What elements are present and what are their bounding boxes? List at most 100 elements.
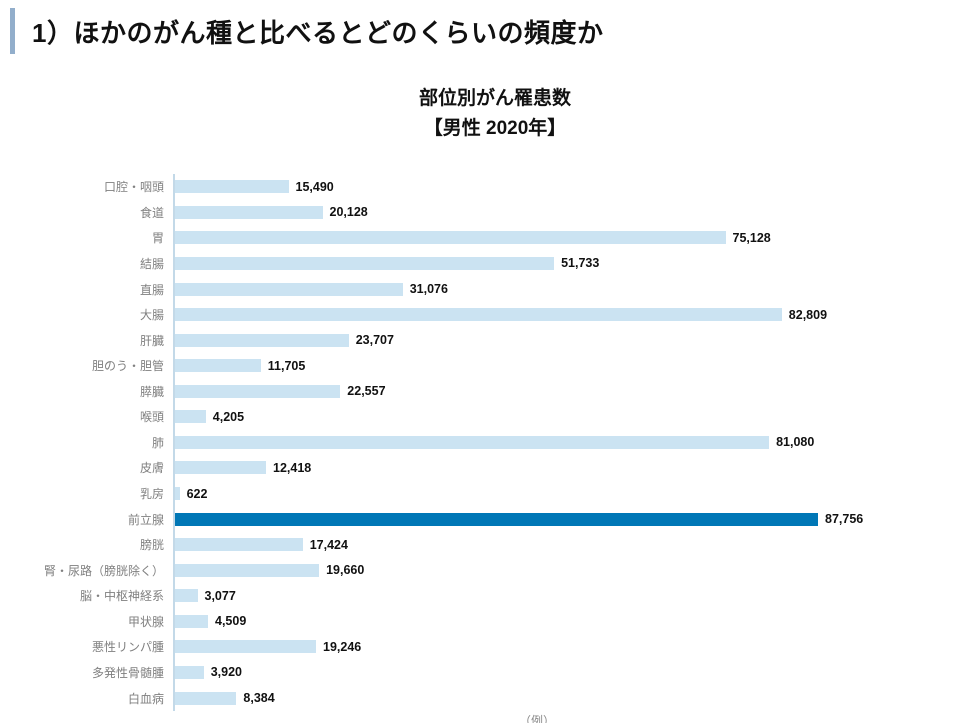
- value-label: 22,557: [347, 384, 386, 399]
- category-label: 膀胱: [139, 538, 164, 553]
- bar-track: 23,707: [173, 327, 955, 353]
- category-label: 皮膚: [139, 461, 164, 476]
- unit-label: （例）: [519, 714, 556, 723]
- category-label: 多発性骨髄腫: [91, 665, 164, 680]
- bar-track: 8,384: [173, 685, 955, 711]
- bar-track: 51,733: [173, 250, 955, 277]
- bar-row: 悪性リンパ腫 19,246: [0, 634, 955, 660]
- bar-row: 大腸 82,809: [0, 301, 955, 328]
- bar-row: 多発性骨髄腫 3,920: [0, 659, 955, 686]
- bar: [175, 640, 316, 654]
- value-label: 4,205: [212, 409, 245, 424]
- page-header: 1）ほかのがん種と比べるとどのくらいの頻度か: [10, 6, 603, 54]
- chart-title: 部位別がん罹患数 【男性 2020年】: [180, 84, 810, 144]
- bar-row: 結腸 51,733: [0, 250, 955, 277]
- category-label: 腎・尿路（膀胱除く）: [43, 563, 164, 578]
- category-label: 肺: [151, 435, 164, 450]
- bar-track: 82,809: [173, 301, 955, 328]
- category-label: 乳房: [139, 487, 164, 502]
- chart-title-line2: 【男性 2020年】: [423, 118, 567, 139]
- bar-row: 直腸 31,076: [0, 276, 955, 302]
- bar: [175, 256, 555, 270]
- bar-row: 胃 75,128: [0, 225, 955, 251]
- bar-track: 19,660: [173, 557, 955, 583]
- value-label: 4,509: [215, 614, 247, 629]
- bar-plot: 口腔・咽頭 15,490 食道 20,128 胃 75,128 結腸 51,733 直腸 31,0…: [0, 174, 955, 711]
- bar-track: 22,557: [173, 378, 955, 405]
- bar-track: 87,756: [173, 506, 955, 532]
- value-label: 12,418: [273, 460, 312, 475]
- category-label: 膵臓: [139, 384, 164, 399]
- category-label: 喉頭: [139, 410, 164, 425]
- bar-track: 31,076: [173, 276, 955, 302]
- bar-row: 膵臓 22,557: [0, 378, 955, 405]
- bar-track: 4,509: [173, 608, 955, 635]
- value-label: 51,733: [561, 256, 600, 271]
- category-label: 肝臓: [139, 333, 164, 348]
- bar-track: 3,920: [173, 659, 955, 686]
- value-label: 20,128: [329, 205, 368, 220]
- category-label: 直腸: [139, 282, 164, 297]
- category-label: 前立腺: [127, 512, 164, 527]
- bar-track: 15,490: [173, 174, 955, 200]
- category-label: 胆のう・胆管: [91, 359, 164, 374]
- bar-row: 皮膚 12,418: [0, 455, 955, 481]
- bar: [175, 333, 349, 347]
- bar-row: 腎・尿路（膀胱除く） 19,660: [0, 557, 955, 583]
- value-label: 82,809: [788, 307, 828, 322]
- title-accent-bar: [10, 8, 15, 54]
- bar: [175, 589, 198, 603]
- bar: [175, 205, 323, 219]
- chart-title-line1: 部位別がん罹患数: [418, 88, 571, 109]
- bar-row: 食道 20,128: [0, 199, 955, 226]
- highlighted-bar: [175, 512, 818, 526]
- value-label: 11,705: [267, 358, 306, 373]
- category-label: 胃: [151, 231, 164, 246]
- value-label: 19,660: [326, 563, 365, 578]
- value-label: 8,384: [243, 691, 275, 706]
- bar-row: 前立腺 87,756: [0, 506, 955, 532]
- bar: [175, 538, 303, 552]
- value-label: 31,076: [409, 282, 448, 297]
- bar: [175, 359, 261, 373]
- bar: [175, 308, 782, 322]
- bar-track: 17,424: [173, 531, 955, 558]
- value-label: 17,424: [309, 537, 348, 552]
- bar-track: 3,077: [173, 583, 955, 609]
- bar-row: 肝臓 23,707: [0, 327, 955, 353]
- bar-row: 膀胱 17,424: [0, 531, 955, 558]
- bar-row: 肺 81,080: [0, 429, 955, 456]
- bar: [175, 435, 770, 449]
- bar-track: 11,705: [173, 352, 955, 379]
- bar: [175, 691, 237, 705]
- value-label: 23,707: [355, 333, 394, 348]
- value-label: 19,246: [323, 639, 362, 654]
- bar: [175, 180, 289, 194]
- bar: [175, 384, 341, 398]
- category-label: 食道: [139, 205, 164, 220]
- bar: [175, 665, 204, 679]
- category-label: 白血病: [127, 691, 164, 706]
- bar: [175, 487, 180, 501]
- bar-track: 81,080: [173, 429, 955, 456]
- category-label: 甲状腺: [127, 614, 164, 629]
- value-label: 622: [186, 486, 208, 501]
- value-label: 87,756: [825, 512, 864, 527]
- value-label: 75,128: [732, 230, 771, 245]
- value-label: 3,920: [210, 665, 242, 680]
- bar-row: 甲状腺 4,509: [0, 608, 955, 635]
- bar-row: 喉頭 4,205: [0, 404, 955, 430]
- page-title: 1）ほかのがん種と比べるとどのくらいの頻度か: [32, 18, 604, 48]
- category-label: 結腸: [139, 256, 164, 271]
- value-label: 3,077: [204, 588, 236, 603]
- category-label: 悪性リンパ腫: [91, 640, 164, 655]
- value-label: 81,080: [776, 435, 815, 450]
- bar-track: 75,128: [173, 225, 955, 251]
- bar-track: 19,246: [173, 634, 955, 660]
- bar-track: 20,128: [173, 199, 955, 226]
- bar-track: 12,418: [173, 455, 955, 481]
- bar-row: 胆のう・胆管 11,705: [0, 352, 955, 379]
- category-label: 大腸: [139, 308, 164, 323]
- bar: [175, 461, 266, 475]
